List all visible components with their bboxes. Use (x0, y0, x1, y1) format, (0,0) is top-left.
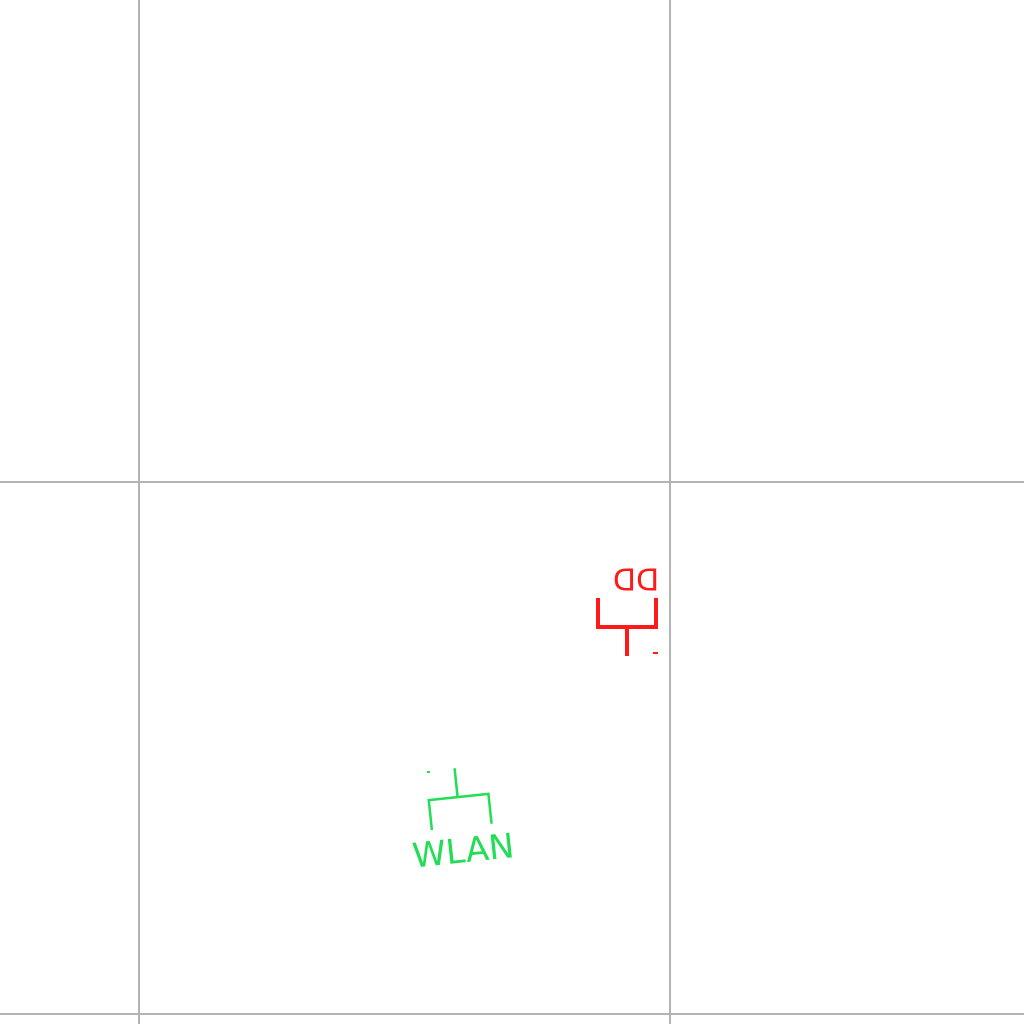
red-symbol[interactable]: DD (596, 561, 659, 657)
wlan-symbol-label: WLAN (410, 826, 516, 876)
wlan-access-point-icon (427, 768, 493, 831)
antenna-outlet-icon (596, 598, 658, 656)
red-symbol-label: DD (613, 561, 659, 596)
wlan-symbol-marker (427, 771, 430, 773)
wlan-symbol[interactable]: WLAN (404, 763, 516, 877)
